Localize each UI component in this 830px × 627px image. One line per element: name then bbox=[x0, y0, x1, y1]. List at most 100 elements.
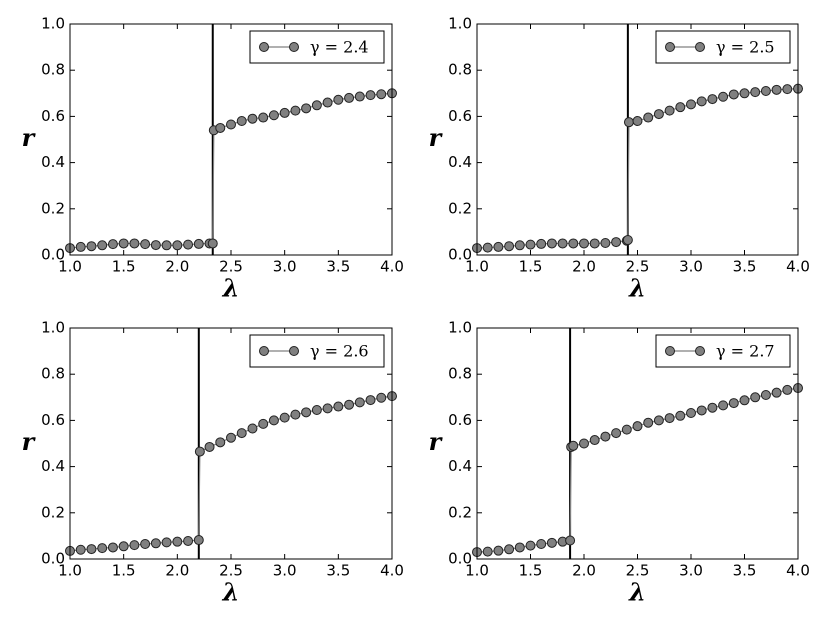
x-tick-label: 2.0 bbox=[165, 562, 189, 580]
legend-marker bbox=[695, 42, 705, 52]
data-point bbox=[161, 537, 172, 548]
data-point bbox=[760, 389, 771, 400]
data-point bbox=[643, 417, 654, 428]
data-point bbox=[750, 87, 761, 98]
data-point bbox=[207, 238, 218, 249]
data-point bbox=[376, 89, 387, 100]
axes-frame bbox=[476, 23, 799, 256]
data-point bbox=[514, 240, 525, 251]
data-point bbox=[301, 103, 312, 114]
legend-label: γ = 2.4 bbox=[310, 38, 369, 57]
data-point bbox=[150, 538, 161, 549]
data-point bbox=[504, 544, 515, 555]
x-tick-label: 2.5 bbox=[626, 258, 650, 276]
data-point bbox=[493, 545, 504, 556]
data-point bbox=[204, 441, 215, 452]
data-point bbox=[653, 415, 664, 426]
data-point bbox=[161, 240, 172, 251]
data-point bbox=[279, 107, 290, 118]
data-point bbox=[86, 241, 97, 252]
y-tick-label: 0.0 bbox=[448, 246, 472, 264]
data-point bbox=[739, 88, 750, 99]
data-point bbox=[623, 117, 634, 128]
data-point bbox=[718, 91, 729, 102]
x-tick-label: 1.0 bbox=[58, 258, 82, 276]
legend-marker bbox=[289, 42, 299, 52]
data-point bbox=[771, 387, 782, 398]
data-point bbox=[482, 546, 493, 557]
x-tick-label: 1.0 bbox=[58, 562, 82, 580]
data-point bbox=[247, 423, 258, 434]
data-point bbox=[579, 438, 589, 449]
x-tick-label: 3.5 bbox=[326, 258, 350, 276]
data-point bbox=[611, 428, 622, 439]
y-tick-label: 0.4 bbox=[448, 457, 472, 475]
data-point bbox=[322, 97, 333, 108]
data-point bbox=[600, 237, 611, 248]
x-tick-label: 1.5 bbox=[112, 562, 136, 580]
data-point bbox=[686, 408, 696, 419]
data-point bbox=[782, 84, 793, 95]
data-point bbox=[707, 402, 718, 413]
data-point bbox=[686, 99, 696, 110]
data-point bbox=[643, 112, 654, 123]
data-point bbox=[525, 239, 536, 250]
data-point bbox=[589, 238, 600, 249]
y-tick-label: 0.8 bbox=[448, 61, 472, 79]
data-point bbox=[728, 398, 739, 409]
y-tick-label: 1.0 bbox=[448, 319, 472, 337]
y-tick-label: 0.2 bbox=[41, 199, 65, 217]
data-point bbox=[258, 112, 269, 123]
data-point bbox=[750, 392, 761, 403]
y-tick-label: 0.0 bbox=[448, 550, 472, 568]
data-point bbox=[97, 240, 108, 251]
y-tick-label: 0.2 bbox=[448, 199, 472, 217]
data-point bbox=[118, 541, 129, 552]
data-point bbox=[621, 424, 632, 435]
data-point bbox=[333, 94, 344, 105]
data-point bbox=[739, 395, 750, 406]
data-point bbox=[568, 440, 579, 451]
data-point bbox=[107, 542, 118, 553]
data-point bbox=[258, 418, 269, 429]
data-point bbox=[311, 405, 322, 416]
data-point bbox=[172, 536, 183, 547]
data-point bbox=[247, 113, 258, 124]
y-tick-label: 1.0 bbox=[41, 319, 65, 337]
y-tick-label: 0.4 bbox=[448, 153, 472, 171]
data-point bbox=[215, 437, 226, 448]
x-tick-label: 4.0 bbox=[786, 562, 810, 580]
data-point bbox=[707, 94, 718, 105]
data-point bbox=[75, 544, 86, 555]
legend-label: γ = 2.5 bbox=[716, 38, 775, 57]
y-axis-label: r bbox=[22, 123, 37, 152]
y-tick-label: 0.2 bbox=[448, 503, 472, 521]
data-point bbox=[268, 110, 279, 121]
data-point bbox=[728, 89, 739, 100]
data-point bbox=[97, 543, 108, 554]
data-point bbox=[482, 242, 493, 253]
y-tick-label: 0.4 bbox=[41, 457, 65, 475]
x-tick-label: 2.0 bbox=[165, 258, 189, 276]
x-tick-label: 3.5 bbox=[326, 562, 350, 580]
data-point bbox=[86, 544, 97, 555]
x-tick-label: 2.5 bbox=[626, 562, 650, 580]
x-tick-label: 1.5 bbox=[519, 562, 543, 580]
data-point bbox=[215, 122, 226, 133]
data-point bbox=[301, 407, 312, 418]
x-axis-label: λ bbox=[628, 274, 646, 303]
data-point bbox=[140, 239, 151, 250]
data-point bbox=[696, 96, 707, 107]
data-point bbox=[675, 102, 686, 113]
data-point bbox=[718, 400, 729, 411]
data-point bbox=[546, 537, 557, 548]
data-point bbox=[376, 392, 387, 403]
x-tick-label: 1.0 bbox=[465, 562, 489, 580]
x-tick-label: 3.0 bbox=[273, 562, 297, 580]
data-point bbox=[322, 403, 333, 414]
legend-marker bbox=[665, 346, 675, 356]
data-point bbox=[236, 116, 247, 127]
y-tick-label: 0.8 bbox=[41, 365, 65, 383]
data-point bbox=[589, 435, 600, 446]
